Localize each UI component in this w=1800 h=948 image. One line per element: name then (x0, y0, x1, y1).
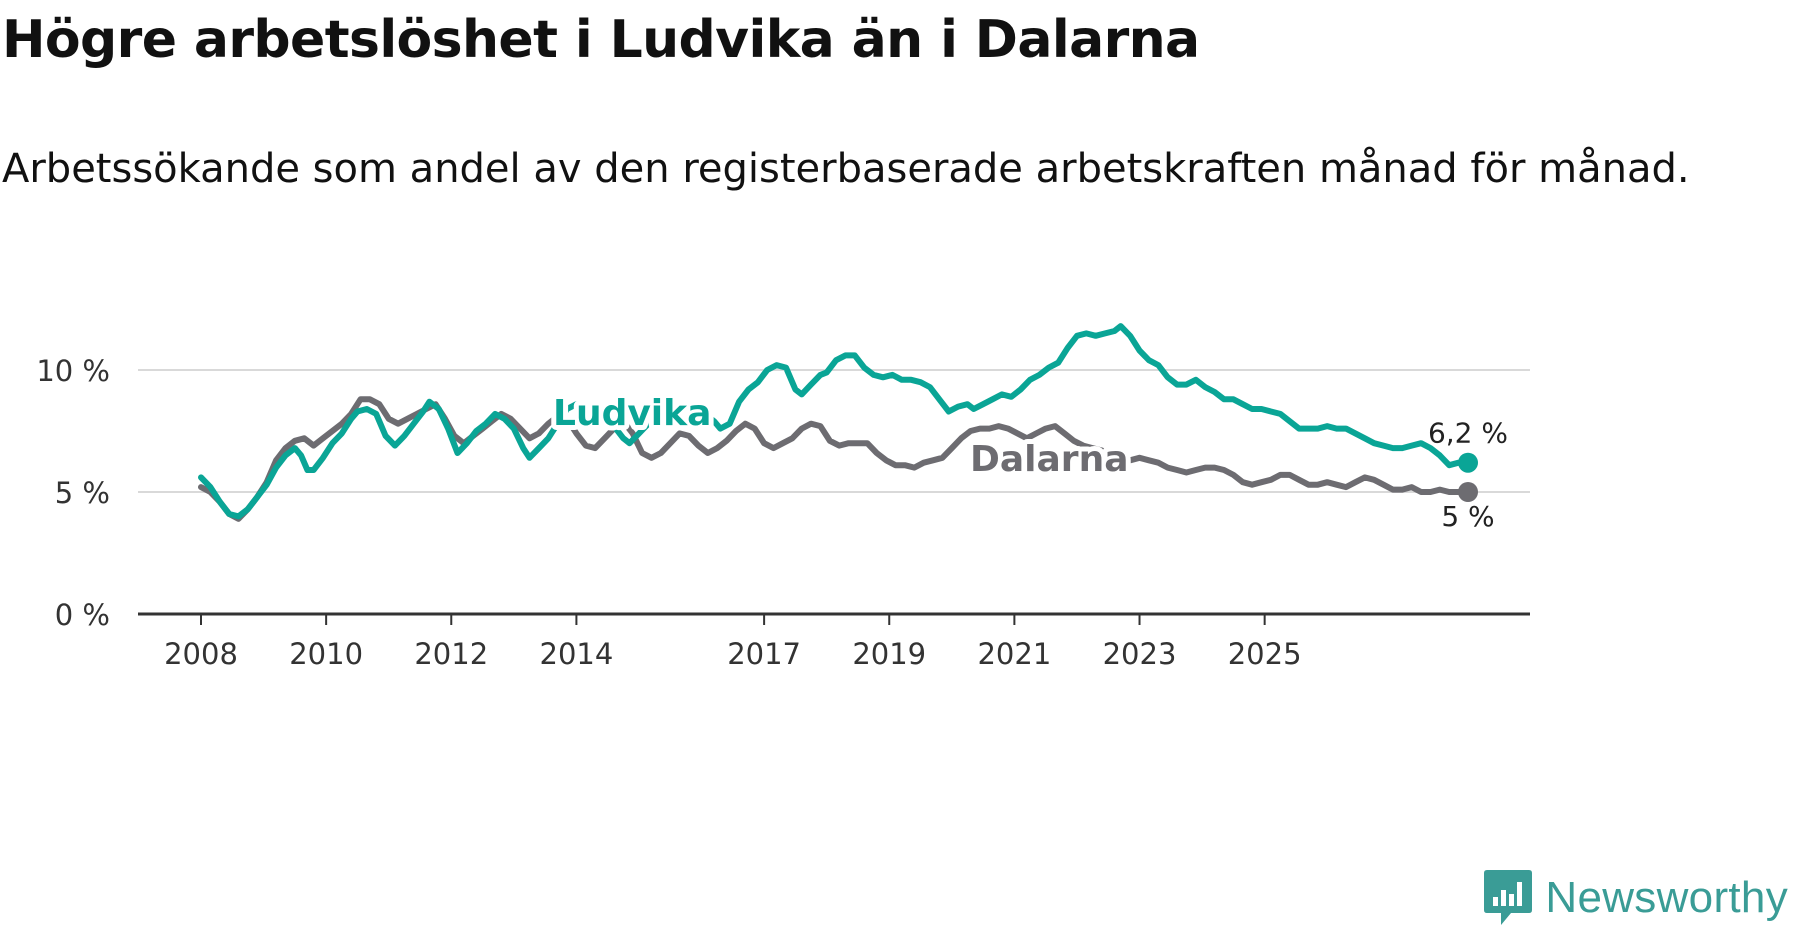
newsworthy-logo: Newsworthy (1483, 868, 1788, 928)
chart-title: Högre arbetslöshet i Ludvika än i Dalarn… (2, 10, 1200, 70)
x-tick-label: 2025 (1228, 637, 1302, 671)
y-axis-ticks: 0 % 5 % 10 % (36, 354, 110, 632)
x-tick-label: 2017 (727, 637, 801, 671)
y-tick-label: 5 % (55, 476, 110, 510)
end-point-dalarna (1458, 482, 1478, 502)
end-point-ludvika (1458, 452, 1478, 473)
series-name-dalarna: Dalarna (970, 439, 1128, 480)
series-name-ludvika: Ludvika (553, 393, 711, 434)
series-line-dalarna (198, 396, 1471, 522)
x-tick-label: 2012 (414, 637, 488, 671)
chart-subtitle: Arbetssökande som andel av den registerb… (2, 146, 1690, 192)
grid-lines (138, 369, 1530, 493)
x-axis-ticks: 2008 2010 2012 2014 2017 2019 2021 2023 2025 (164, 614, 1302, 671)
series-lines (198, 323, 1478, 522)
x-tick-label: 2008 (164, 637, 238, 671)
end-value-dalarna: 5 % (1441, 500, 1494, 533)
x-tick-label: 2021 (977, 637, 1051, 671)
y-tick-label: 0 % (55, 598, 110, 632)
brand-name: Newsworthy (1545, 873, 1788, 922)
series-line-ludvika (198, 323, 1471, 520)
y-tick-label: 10 % (36, 354, 110, 388)
x-tick-label: 2023 (1103, 637, 1177, 671)
newsworthy-logo-icon (1484, 870, 1533, 925)
x-tick-label: 2019 (852, 637, 926, 671)
end-value-ludvika: 6,2 % (1428, 417, 1508, 450)
series-labels: Ludvika Dalarna 6,2 % 5 % (548, 388, 1511, 536)
x-tick-label: 2010 (289, 637, 363, 671)
x-tick-label: 2014 (540, 637, 614, 671)
